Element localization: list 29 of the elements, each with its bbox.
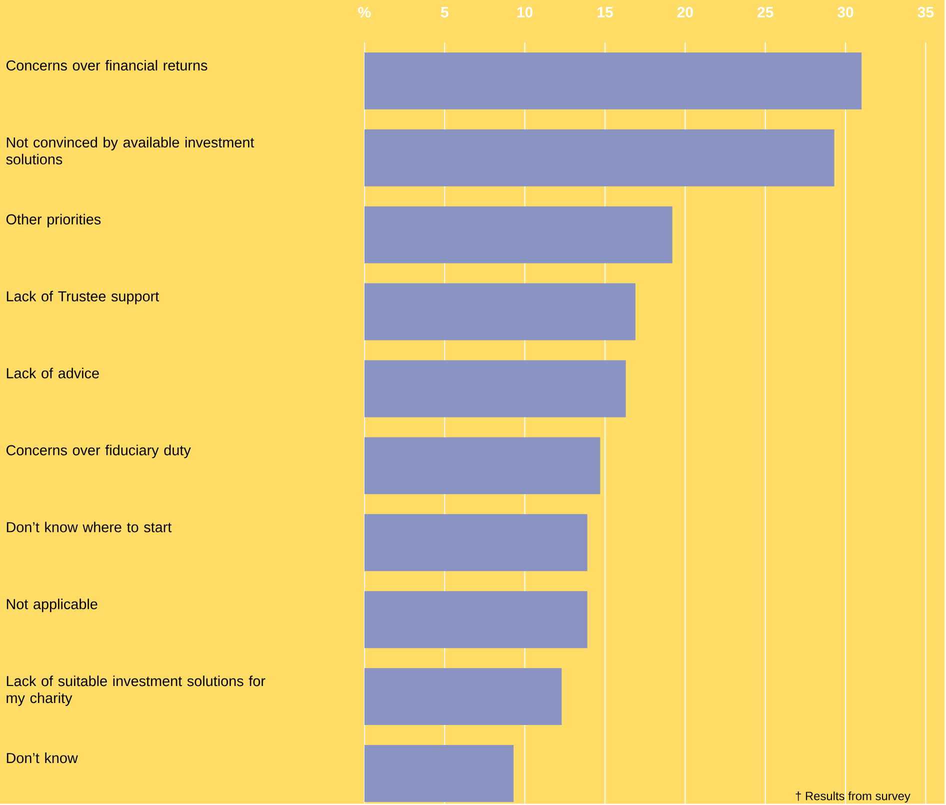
bar xyxy=(364,668,562,726)
y-tick-label: Concerns over fiduciary duty xyxy=(6,444,191,458)
bar xyxy=(364,745,514,802)
bar xyxy=(364,52,862,110)
y-tick-label: Concerns over financial returns xyxy=(6,60,208,71)
y-tick-label: Don’t know where to start xyxy=(6,522,172,532)
y-tick-label: Other priorities xyxy=(6,214,101,228)
x-tick-label: % xyxy=(358,7,371,18)
x-tick-label: 5 xyxy=(440,7,448,18)
bar xyxy=(364,360,626,418)
y-tick-label: Lack of Trustee support xyxy=(6,290,160,304)
y-tick-label: Lack of advice xyxy=(6,368,99,378)
bar xyxy=(364,437,600,494)
bar xyxy=(364,130,834,186)
bar xyxy=(364,283,636,340)
y-tick-label: Don’t know xyxy=(6,752,78,764)
x-tick-label: 30 xyxy=(838,6,854,18)
bar xyxy=(364,514,588,572)
bar xyxy=(364,591,588,648)
y-tick-label: Lack of suitable investment solutions for my charity xyxy=(6,676,266,706)
x-tick-label: 15 xyxy=(598,7,613,18)
x-tick-label: 10 xyxy=(517,7,532,18)
x-tick-label: 25 xyxy=(758,7,774,18)
bar xyxy=(364,206,672,264)
x-tick-label: 20 xyxy=(677,7,693,18)
annotation: † Results from survey xyxy=(796,792,910,803)
x-tick-label: 35 xyxy=(918,6,934,18)
y-tick-label: Not convinced by available investment solutions xyxy=(6,137,254,165)
y-tick-label: Not applicable xyxy=(6,598,98,612)
